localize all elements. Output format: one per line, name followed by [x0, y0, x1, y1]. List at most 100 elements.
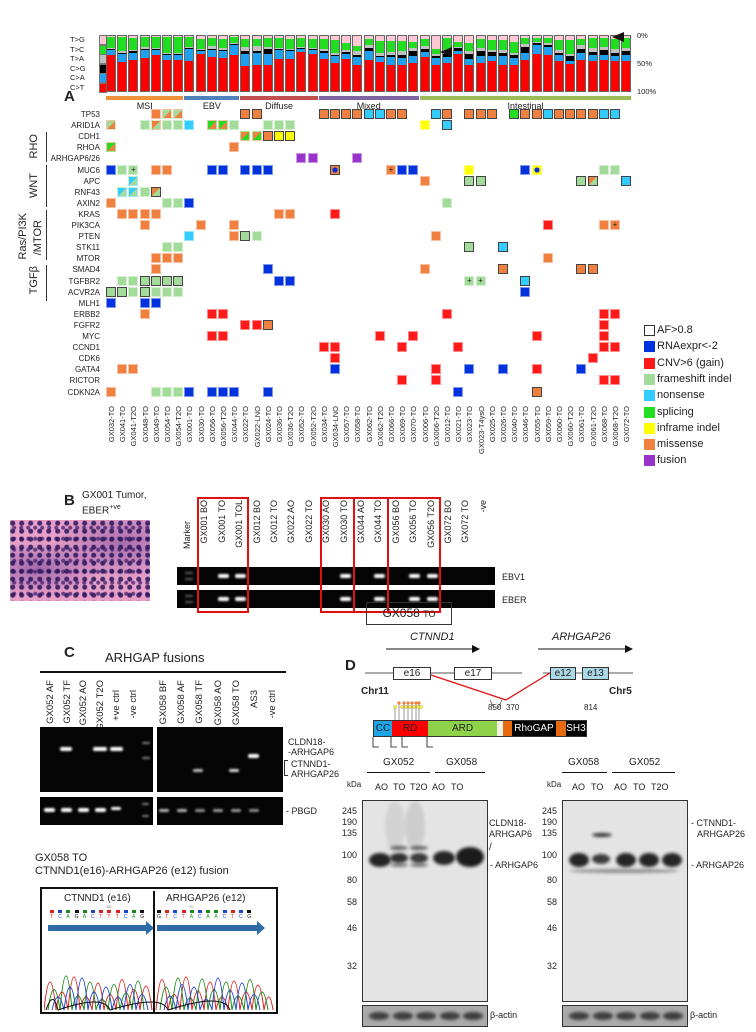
alteration-cell: [117, 275, 128, 286]
spectrum-bar: [285, 35, 296, 92]
sanger-title-line1: GX058 TO: [35, 852, 88, 864]
exon-e12: e12: [550, 667, 576, 680]
alteration-cell: [397, 109, 408, 119]
spectrum-segment-C-G: [364, 48, 373, 52]
alteration-cell: [251, 319, 262, 330]
spectrum-segment-T-A: [398, 50, 407, 56]
alteration-cell: [352, 153, 363, 164]
spectrum-segment-T-A: [353, 51, 362, 55]
protein-band: [385, 801, 405, 851]
alteration-cell: [206, 164, 217, 175]
arrowhead-right: [257, 921, 265, 935]
alteration-cell: [106, 120, 116, 131]
sample-label: GX062-T2O: [375, 406, 385, 447]
alteration-cell: [610, 109, 620, 119]
protein-band: [456, 847, 484, 867]
spectrum-segment-C-A: [163, 54, 171, 61]
mw-marker: 80: [346, 875, 357, 885]
spectrum-segment-C-G: [129, 50, 138, 53]
alteration-cell: [162, 386, 172, 397]
alteration-cell: [520, 275, 531, 286]
alteration-cell: +: [475, 275, 486, 286]
alteration-cell: [531, 109, 542, 119]
spectrum-segment-T-C: [577, 38, 586, 46]
spectrum-segment-C-G: [420, 49, 429, 52]
lane-label: -ve ctrl: [128, 690, 139, 719]
spectrum-segment-T-C: [599, 38, 608, 48]
alteration-cell: [240, 131, 251, 142]
alteration-cell: [610, 308, 620, 319]
mw-marker: 100: [341, 850, 357, 860]
spectrum-segment-C-G: [409, 50, 418, 57]
spectrum-bar: [117, 35, 128, 92]
mutation-lollipops: [393, 701, 423, 720]
spectrum-segment-C-T: [241, 65, 250, 91]
spectrum-segment-T-C: [163, 37, 171, 53]
actin-band: [616, 1012, 636, 1020]
lane-label: Marker: [182, 521, 192, 550]
spectrum-segment-T-C: [499, 40, 507, 51]
mw-marker: 46: [546, 923, 557, 933]
blot-lane-label: AO: [614, 782, 628, 792]
spectrum-segment-T-C: [342, 42, 351, 50]
spectrum-bar: [498, 35, 508, 92]
spectrum-legend-label: C>A: [70, 73, 85, 83]
eber-ish-image: [10, 520, 150, 601]
spectrum-segment-T-A: [566, 54, 575, 57]
spectrum-bar: [150, 35, 161, 92]
alteration-cell: [576, 109, 587, 119]
spectrum-segment-C-A: [308, 49, 317, 55]
alteration-cell: [430, 375, 441, 386]
lane-label: GX012 TO: [269, 500, 279, 543]
spectrum-bar: [184, 35, 195, 92]
spectrum-legend-label: C>T: [70, 83, 85, 92]
alteration-cell: [240, 319, 251, 330]
alteration-cell: [598, 308, 609, 319]
alteration-cell: [274, 275, 284, 286]
gene-label: CDH1: [78, 132, 100, 142]
spectrum-segment-C-G: [275, 49, 283, 51]
alteration-cell: [173, 120, 184, 131]
subtype-bar-diffuse: [240, 96, 318, 100]
gene-label-arhgap26: ARHGAP26: [552, 631, 611, 643]
group-wnt: WNT: [28, 173, 40, 199]
blot-lane-label: AO: [375, 782, 389, 792]
alteration-cell: [318, 109, 329, 119]
spectrum-segment-C-G: [286, 49, 295, 51]
gene-label: RNF43: [74, 187, 100, 197]
base-call: T: [115, 914, 119, 920]
marker-band: [185, 601, 193, 603]
linker-orange: [556, 721, 566, 736]
sample-box-suffix: TO: [423, 609, 436, 619]
alteration-cell: [229, 142, 240, 153]
base-call: A: [206, 914, 210, 920]
alteration-cell: [173, 242, 184, 253]
alteration-cell: [464, 164, 475, 175]
spectrum-segment-T-A: [342, 49, 351, 52]
band-annotation-ctnnd1-arhgap26: - CTNND1- ARHGAP26: [691, 818, 745, 840]
legend-label: nonsense: [657, 389, 705, 402]
gene-label: PIK3CA: [71, 221, 100, 230]
alteration-cell: [106, 297, 116, 308]
alteration-cell: [464, 364, 475, 375]
arrowhead-icon: [612, 32, 624, 42]
sample-label: GX030-TO: [196, 406, 206, 443]
spectrum-segment-C-G: [543, 44, 552, 48]
spectrum-segment-T-C: [566, 40, 575, 55]
base-call: C: [173, 914, 178, 920]
alteration-cell: [464, 242, 475, 253]
alteration-cell: [565, 109, 576, 119]
tissue-title-line2: EBER: [82, 505, 110, 517]
alteration-cell: [262, 120, 273, 131]
spectrum-segment-C-A: [454, 51, 463, 54]
spectrum-segment-T-A: [454, 47, 463, 49]
protein-band: [592, 833, 612, 837]
subtype-label: MSI: [136, 101, 153, 111]
alteration-cell: [520, 109, 531, 119]
gene-label: FGFR2: [73, 320, 100, 330]
spectrum-segment-C-A: [555, 54, 563, 62]
alteration-cell: [442, 308, 452, 319]
gene-label: PTEN: [78, 232, 100, 242]
spectrum-segment-T-C: [174, 37, 183, 53]
spectrum-segment-C-G: [499, 52, 507, 56]
